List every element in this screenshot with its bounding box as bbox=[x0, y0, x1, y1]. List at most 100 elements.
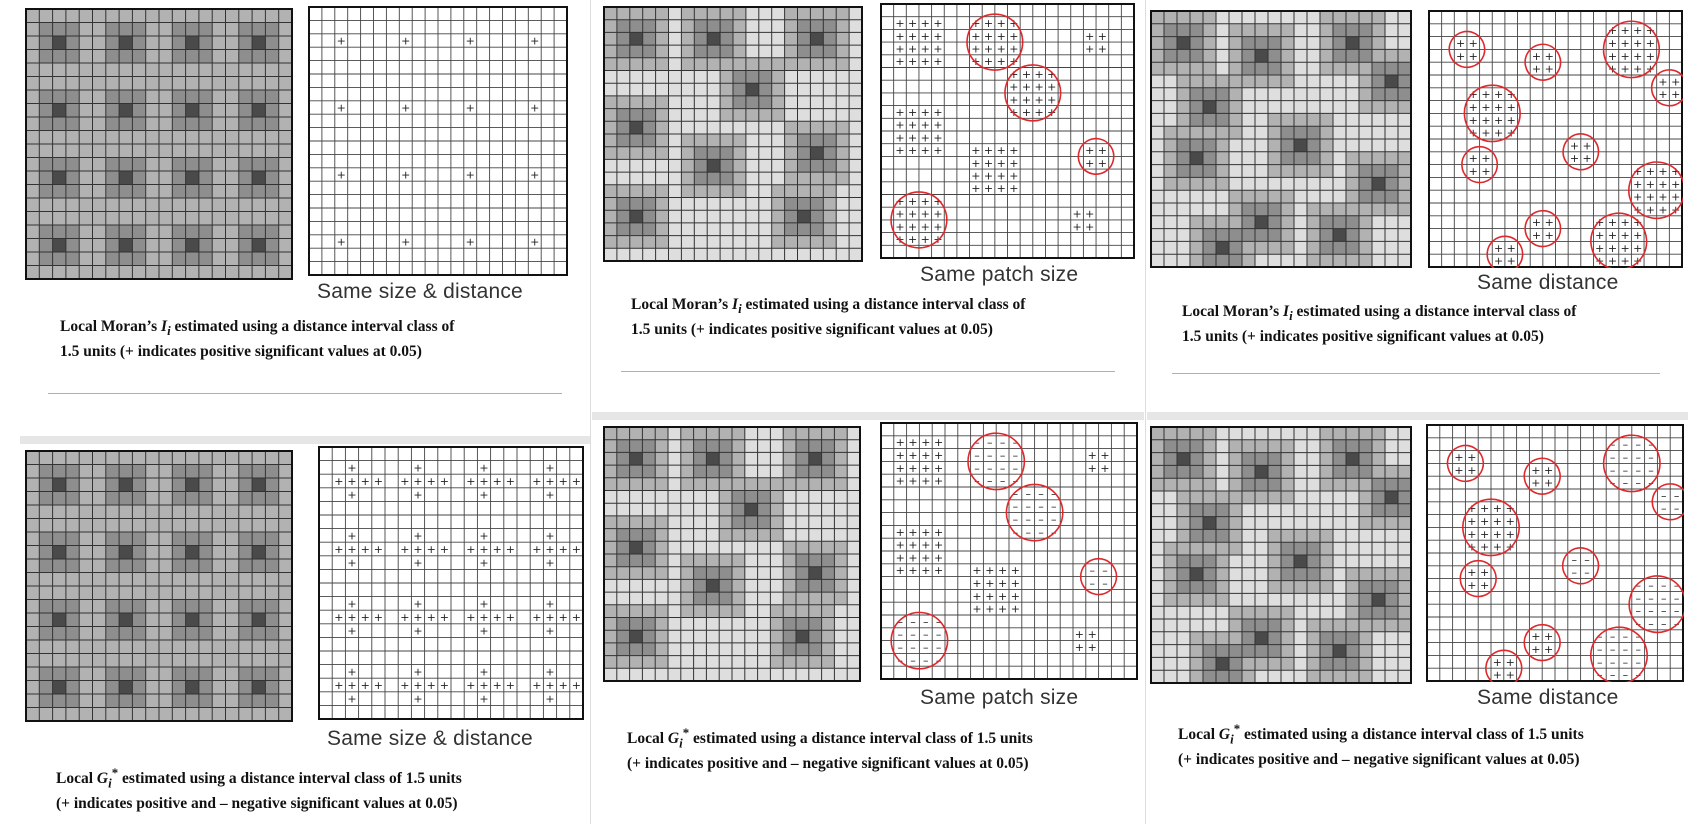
svg-text:+: + bbox=[545, 529, 554, 542]
svg-text:+: + bbox=[934, 449, 943, 462]
row-separator-band bbox=[1147, 412, 1688, 420]
svg-text:+: + bbox=[337, 169, 346, 182]
svg-text:+: + bbox=[908, 220, 917, 233]
svg-text:–: – bbox=[1025, 487, 1031, 500]
svg-text:–: – bbox=[923, 654, 929, 667]
svg-text:+: + bbox=[1646, 24, 1655, 37]
svg-text:+: + bbox=[1608, 37, 1617, 50]
svg-text:–: – bbox=[1610, 438, 1616, 451]
svg-text:+: + bbox=[1035, 106, 1044, 119]
svg-text:+: + bbox=[1658, 178, 1667, 191]
svg-text:–: – bbox=[1648, 617, 1654, 630]
svg-text:+: + bbox=[934, 462, 943, 475]
svg-text:–: – bbox=[1038, 487, 1044, 500]
svg-text:+: + bbox=[971, 17, 980, 30]
svg-text:+: + bbox=[896, 475, 905, 488]
svg-text:–: – bbox=[910, 654, 916, 667]
svg-text:+: + bbox=[1022, 68, 1031, 81]
svg-text:+: + bbox=[530, 35, 539, 48]
svg-text:+: + bbox=[466, 102, 475, 115]
svg-text:+: + bbox=[466, 35, 475, 48]
svg-text:+: + bbox=[921, 30, 930, 43]
svg-text:–: – bbox=[1674, 579, 1680, 592]
svg-text:+: + bbox=[921, 144, 930, 157]
svg-text:+: + bbox=[506, 543, 515, 556]
svg-text:+: + bbox=[997, 30, 1006, 43]
gold-rule bbox=[48, 393, 562, 394]
svg-text:–: – bbox=[1000, 475, 1006, 488]
svg-text:+: + bbox=[479, 529, 488, 542]
svg-text:+: + bbox=[896, 436, 905, 449]
svg-text:–: – bbox=[1648, 451, 1654, 464]
svg-text:+: + bbox=[1480, 515, 1489, 528]
column-separator bbox=[590, 0, 591, 824]
svg-text:+: + bbox=[559, 543, 568, 556]
svg-text:+: + bbox=[1633, 37, 1642, 50]
svg-text:+: + bbox=[921, 17, 930, 30]
svg-text:–: – bbox=[936, 641, 942, 654]
svg-text:+: + bbox=[997, 169, 1006, 182]
svg-text:+: + bbox=[1011, 564, 1020, 577]
svg-text:+: + bbox=[493, 475, 502, 488]
svg-text:+: + bbox=[998, 577, 1007, 590]
svg-text:+: + bbox=[1633, 191, 1642, 204]
svg-text:–: – bbox=[1597, 630, 1603, 643]
svg-text:+: + bbox=[1545, 50, 1554, 63]
svg-text:+: + bbox=[400, 475, 409, 488]
svg-text:+: + bbox=[1620, 216, 1629, 229]
svg-text:+: + bbox=[1098, 30, 1107, 43]
svg-text:+: + bbox=[1493, 515, 1502, 528]
svg-text:–: – bbox=[1610, 643, 1616, 656]
svg-text:+: + bbox=[1009, 30, 1018, 43]
svg-text:+: + bbox=[908, 55, 917, 68]
svg-text:+: + bbox=[1098, 157, 1107, 170]
svg-text:+: + bbox=[1009, 17, 1018, 30]
svg-text:–: – bbox=[1597, 656, 1603, 669]
svg-text:+: + bbox=[985, 603, 994, 616]
svg-text:+: + bbox=[908, 526, 917, 539]
svg-text:+: + bbox=[1507, 242, 1516, 255]
svg-text:–: – bbox=[1635, 477, 1641, 490]
svg-text:+: + bbox=[895, 106, 904, 119]
svg-text:+: + bbox=[1532, 229, 1541, 242]
svg-text:+: + bbox=[971, 144, 980, 157]
svg-text:+: + bbox=[908, 208, 917, 221]
svg-text:+: + bbox=[1467, 464, 1476, 477]
svg-text:–: – bbox=[1571, 553, 1577, 566]
svg-text:+: + bbox=[998, 564, 1007, 577]
svg-text:+: + bbox=[545, 625, 554, 638]
svg-text:+: + bbox=[971, 30, 980, 43]
svg-text:+: + bbox=[347, 611, 356, 624]
svg-text:+: + bbox=[427, 543, 436, 556]
svg-text:–: – bbox=[1597, 643, 1603, 656]
svg-text:+: + bbox=[1658, 191, 1667, 204]
svg-text:+: + bbox=[1047, 93, 1056, 106]
svg-text:+: + bbox=[908, 539, 917, 552]
svg-text:+: + bbox=[1608, 216, 1617, 229]
svg-text:+: + bbox=[532, 679, 541, 692]
svg-text:+: + bbox=[984, 55, 993, 68]
svg-text:+: + bbox=[1620, 24, 1629, 37]
svg-text:+: + bbox=[1467, 502, 1476, 515]
svg-text:+: + bbox=[1646, 203, 1655, 216]
svg-text:+: + bbox=[895, 30, 904, 43]
svg-text:+: + bbox=[895, 42, 904, 55]
svg-text:–: – bbox=[1635, 451, 1641, 464]
svg-text:+: + bbox=[334, 543, 343, 556]
svg-text:–: – bbox=[987, 436, 993, 449]
svg-text:+: + bbox=[1545, 63, 1554, 76]
svg-text:+: + bbox=[1532, 216, 1541, 229]
svg-text:+: + bbox=[347, 597, 356, 610]
svg-text:–: – bbox=[1635, 656, 1641, 669]
svg-text:+: + bbox=[1494, 127, 1503, 140]
svg-text:+: + bbox=[921, 233, 930, 246]
svg-text:+: + bbox=[896, 551, 905, 564]
raster-grid-figure bbox=[25, 8, 293, 280]
svg-text:+: + bbox=[572, 543, 581, 556]
svg-text:+: + bbox=[895, 208, 904, 221]
svg-text:+: + bbox=[1633, 24, 1642, 37]
svg-text:+: + bbox=[895, 220, 904, 233]
svg-text:+: + bbox=[1532, 50, 1541, 63]
raster-grid-figure bbox=[1150, 10, 1412, 268]
svg-text:+: + bbox=[1481, 88, 1490, 101]
